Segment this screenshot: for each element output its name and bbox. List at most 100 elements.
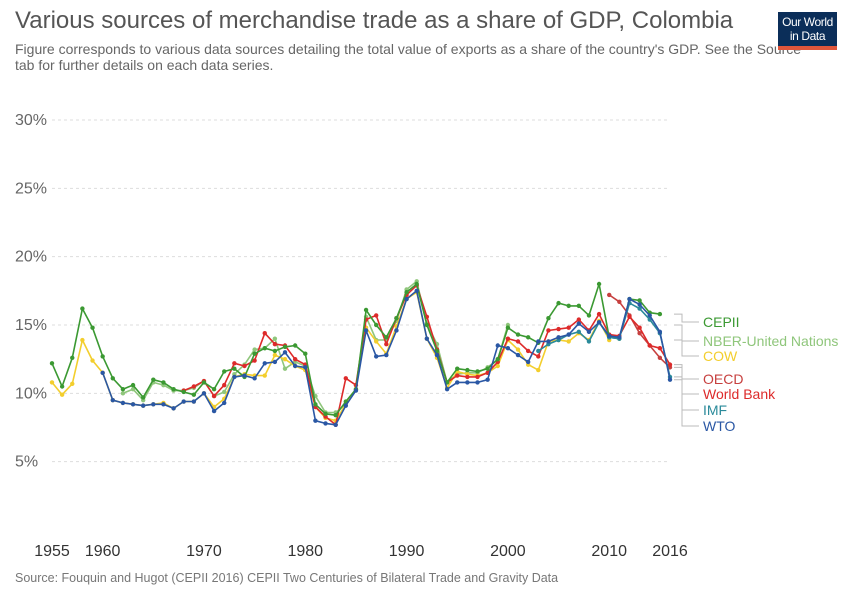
data-point[interactable] — [110, 397, 115, 403]
data-point[interactable] — [222, 389, 227, 395]
data-point[interactable] — [525, 335, 531, 340]
data-point[interactable] — [394, 328, 399, 333]
data-point[interactable] — [292, 363, 298, 369]
data-point[interactable] — [303, 351, 308, 356]
data-point[interactable] — [505, 325, 511, 330]
data-point[interactable] — [566, 325, 571, 330]
data-point[interactable] — [617, 335, 622, 340]
data-point[interactable] — [323, 421, 328, 426]
source-note[interactable]: Source: Fouquin and Hugot (CEPII 2016) C… — [15, 571, 559, 585]
data-point[interactable] — [100, 354, 105, 359]
data-point[interactable] — [637, 331, 642, 336]
data-point[interactable] — [657, 329, 663, 335]
data-point[interactable] — [130, 402, 136, 407]
data-point[interactable] — [272, 359, 278, 365]
data-point[interactable] — [404, 290, 409, 295]
data-point[interactable] — [282, 344, 288, 350]
data-point[interactable] — [424, 322, 430, 328]
data-point[interactable] — [627, 314, 632, 319]
data-point[interactable] — [252, 376, 257, 381]
series-oecd[interactable] — [607, 292, 673, 370]
data-point[interactable] — [373, 322, 379, 328]
data-point[interactable] — [222, 382, 227, 388]
data-point[interactable] — [566, 332, 571, 337]
data-point[interactable] — [161, 380, 166, 385]
data-point[interactable] — [657, 311, 663, 317]
data-point[interactable] — [414, 288, 419, 294]
data-point[interactable] — [465, 374, 470, 380]
legend-label[interactable]: World Bank — [703, 386, 776, 402]
data-point[interactable] — [637, 302, 642, 307]
data-point[interactable] — [343, 376, 349, 381]
data-point[interactable] — [505, 336, 511, 341]
data-point[interactable] — [556, 300, 561, 306]
data-point[interactable] — [140, 403, 146, 408]
data-point[interactable] — [140, 395, 146, 400]
data-point[interactable] — [647, 343, 652, 348]
series-cepii[interactable] — [49, 281, 663, 418]
data-point[interactable] — [130, 382, 136, 388]
owid-logo[interactable]: Our World in Data — [778, 12, 837, 50]
data-point[interactable] — [586, 339, 592, 344]
data-point[interactable] — [49, 380, 55, 385]
data-point[interactable] — [292, 343, 298, 348]
data-point[interactable] — [120, 400, 126, 406]
data-point[interactable] — [556, 326, 561, 332]
data-point[interactable] — [323, 411, 328, 417]
data-point[interactable] — [404, 296, 409, 302]
data-point[interactable] — [191, 384, 197, 389]
data-point[interactable] — [536, 348, 541, 354]
data-point[interactable] — [232, 374, 237, 380]
data-point[interactable] — [181, 399, 186, 404]
data-point[interactable] — [576, 303, 582, 309]
data-point[interactable] — [465, 380, 470, 385]
data-point[interactable] — [90, 358, 95, 363]
data-point[interactable] — [505, 346, 511, 351]
data-point[interactable] — [151, 377, 156, 382]
data-point[interactable] — [495, 343, 500, 348]
data-point[interactable] — [536, 354, 541, 359]
data-point[interactable] — [262, 373, 267, 378]
data-point[interactable] — [303, 365, 308, 370]
data-point[interactable] — [465, 367, 470, 373]
data-point[interactable] — [475, 374, 480, 380]
data-point[interactable] — [272, 336, 278, 341]
data-point[interactable] — [333, 422, 338, 427]
data-point[interactable] — [546, 328, 551, 333]
data-point[interactable] — [161, 402, 166, 407]
data-point[interactable] — [596, 311, 602, 317]
data-point[interactable] — [262, 361, 267, 366]
data-point[interactable] — [252, 358, 257, 363]
data-point[interactable] — [657, 346, 663, 351]
data-point[interactable] — [455, 373, 460, 378]
data-point[interactable] — [353, 388, 359, 393]
data-point[interactable] — [333, 413, 338, 418]
data-point[interactable] — [546, 315, 551, 321]
data-point[interactable] — [414, 281, 419, 287]
data-point[interactable] — [637, 306, 642, 311]
data-point[interactable] — [151, 402, 156, 407]
data-point[interactable] — [171, 406, 176, 411]
data-point[interactable] — [576, 321, 582, 326]
data-point[interactable] — [586, 313, 592, 318]
data-point[interactable] — [495, 363, 500, 369]
data-point[interactable] — [384, 352, 389, 358]
data-point[interactable] — [475, 380, 480, 385]
data-point[interactable] — [363, 328, 369, 333]
data-point[interactable] — [586, 329, 592, 335]
data-point[interactable] — [282, 366, 288, 371]
data-point[interactable] — [100, 370, 105, 376]
data-point[interactable] — [525, 348, 531, 354]
data-point[interactable] — [657, 355, 663, 360]
data-point[interactable] — [394, 315, 399, 321]
data-point[interactable] — [313, 402, 318, 407]
data-point[interactable] — [201, 380, 207, 385]
data-point[interactable] — [282, 350, 288, 355]
data-point[interactable] — [515, 339, 521, 344]
data-point[interactable] — [444, 387, 450, 392]
data-point[interactable] — [211, 387, 217, 392]
data-point[interactable] — [191, 392, 197, 397]
data-point[interactable] — [70, 355, 75, 360]
data-point[interactable] — [495, 356, 500, 362]
data-point[interactable] — [556, 335, 561, 340]
